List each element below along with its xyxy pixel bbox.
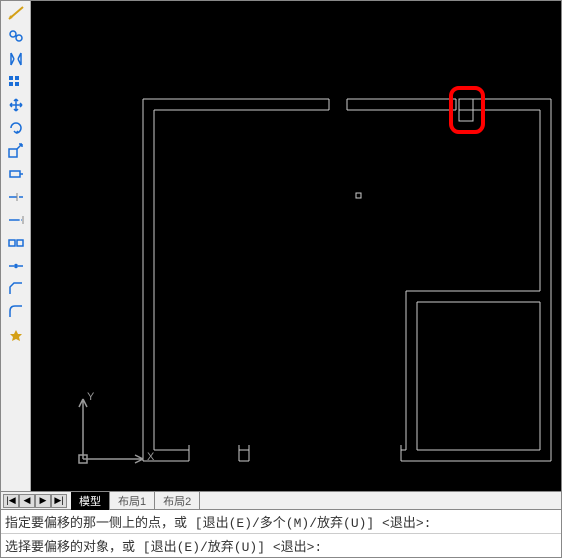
explode-tool[interactable] — [4, 325, 28, 345]
tab-nav-2[interactable]: ▶ — [35, 494, 51, 508]
line-tool[interactable] — [4, 3, 28, 23]
trim-tool[interactable] — [4, 187, 28, 207]
array-tool[interactable] — [4, 72, 28, 92]
break-tool[interactable] — [4, 233, 28, 253]
mirror-tool[interactable] — [4, 49, 28, 69]
rotate-tool[interactable] — [4, 118, 28, 138]
left-toolbar — [1, 1, 31, 491]
highlight-marker — [449, 86, 485, 134]
x-axis-label: X — [147, 451, 154, 463]
chamfer-tool[interactable] — [4, 279, 28, 299]
join-tool[interactable] — [4, 256, 28, 276]
y-axis-label: Y — [87, 391, 94, 403]
command-area: 指定要偏移的那一侧上的点，或 [退出(E)/多个(M)/放弃(U)] <退出>:… — [0, 510, 562, 558]
command-line-2[interactable]: 选择要偏移的对象，或 [退出(E)/放弃(U)] <退出>: — [1, 534, 561, 557]
extend-tool[interactable] — [4, 210, 28, 230]
layout-tabs-bar: |◀◀▶▶| 模型布局1布局2 — [0, 492, 562, 510]
scale-tool[interactable] — [4, 141, 28, 161]
tab-0[interactable]: 模型 — [71, 492, 110, 510]
tab-nav-0[interactable]: |◀ — [3, 494, 19, 508]
tab-1[interactable]: 布局1 — [110, 492, 155, 510]
move-tool[interactable] — [4, 95, 28, 115]
tab-2[interactable]: 布局2 — [155, 492, 200, 510]
fillet-tool[interactable] — [4, 302, 28, 322]
ucs-icon — [73, 389, 153, 469]
link-tool[interactable] — [4, 26, 28, 46]
stretch-tool[interactable] — [4, 164, 28, 184]
command-line-1: 指定要偏移的那一侧上的点，或 [退出(E)/多个(M)/放弃(U)] <退出>: — [1, 510, 561, 534]
tab-nav-1[interactable]: ◀ — [19, 494, 35, 508]
drawing-canvas[interactable]: Y X — [31, 1, 561, 491]
tab-nav-3[interactable]: ▶| — [51, 494, 67, 508]
